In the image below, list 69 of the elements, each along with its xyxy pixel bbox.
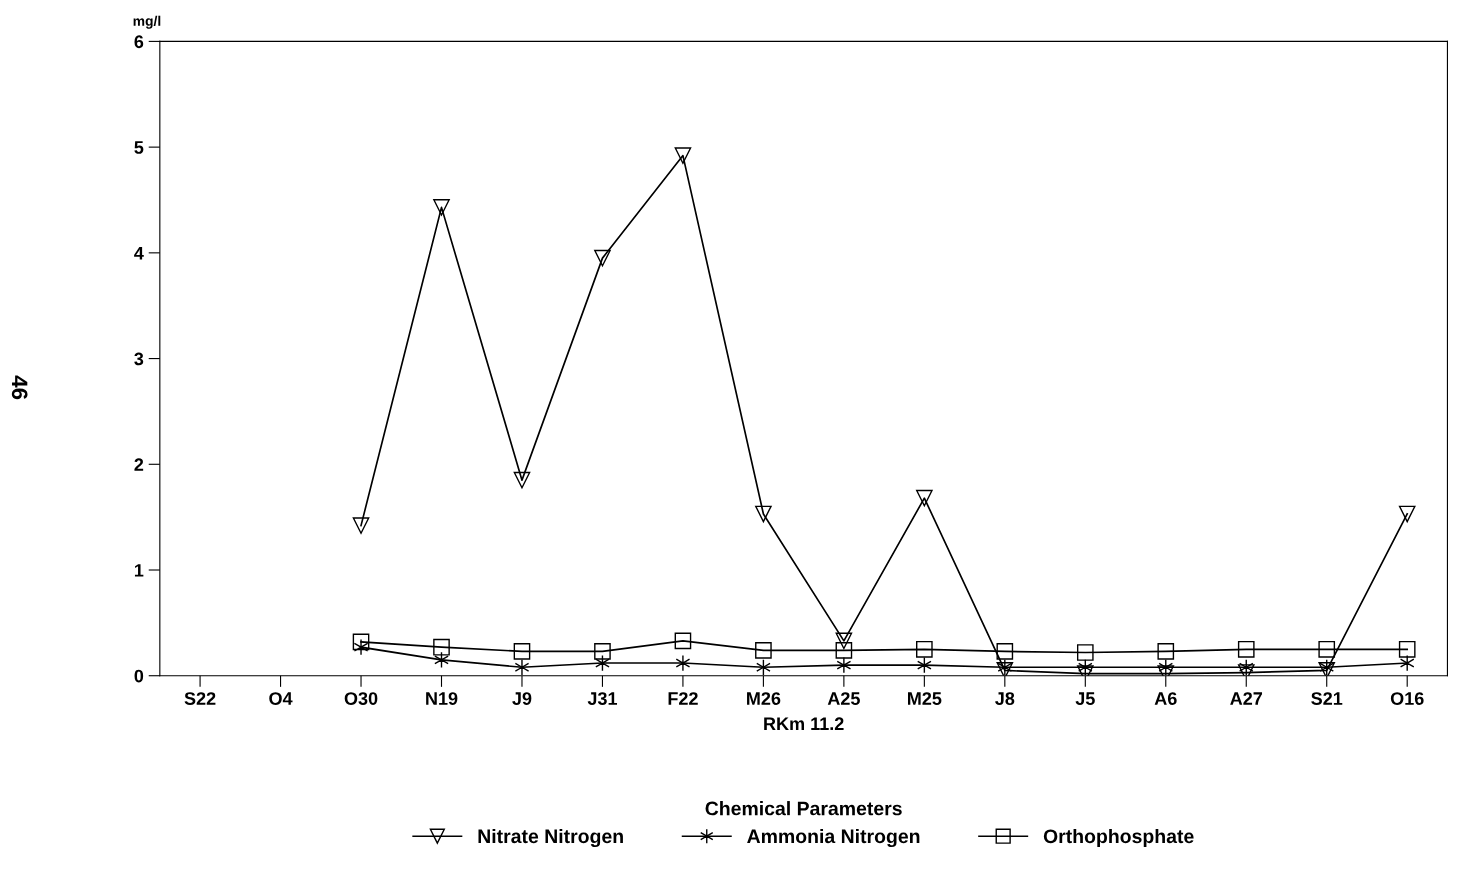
point [916, 489, 933, 507]
point [353, 638, 369, 656]
point [1399, 654, 1415, 672]
point [1398, 640, 1416, 658]
point [594, 643, 611, 660]
x-tick-label: S22 [184, 692, 216, 705]
x-tick-label: J31 [587, 692, 618, 705]
x-tick-label: J5 [1075, 692, 1095, 705]
point [675, 654, 691, 672]
x-tick-label: F22 [668, 692, 698, 705]
x-tick-label: O16 [1390, 692, 1424, 705]
point [1238, 658, 1254, 676]
point [1237, 640, 1255, 658]
y-tick-label: 3 [134, 352, 144, 366]
text: 46 [11, 375, 28, 400]
point [755, 505, 772, 523]
point [352, 517, 370, 534]
point [836, 656, 852, 674]
point [1398, 505, 1416, 523]
point [1318, 640, 1336, 658]
x-tick-label: A25 [827, 692, 860, 705]
legend-label: Ammonia Nitrogen [747, 828, 920, 848]
point [514, 658, 530, 676]
point [1318, 662, 1336, 676]
point [997, 658, 1013, 676]
point [1157, 643, 1175, 660]
point [434, 651, 449, 669]
x-axis-title: RKm 11.2 [764, 717, 844, 730]
point [835, 632, 853, 650]
point [1076, 644, 1094, 661]
y-tick-label: 2 [134, 458, 144, 471]
point [513, 643, 531, 660]
point [433, 638, 450, 656]
y-tick-label: 4 [134, 246, 144, 260]
point [756, 658, 771, 676]
point [996, 662, 1014, 676]
point [1158, 658, 1174, 676]
y-tick-label: 1 [134, 564, 144, 577]
x-tick-label: S21 [1311, 692, 1343, 705]
point [755, 642, 772, 659]
x-tick-label: O30 [344, 692, 378, 705]
legend-label: Orthophosphate [1043, 828, 1194, 848]
point [594, 249, 611, 267]
point [513, 471, 531, 489]
point [674, 632, 692, 650]
point [916, 640, 933, 658]
point [595, 654, 610, 672]
point [1319, 658, 1335, 676]
x-tick-label: A6 [1154, 692, 1177, 705]
legend-label: Nitrate Nitrogen [478, 828, 623, 848]
y-tick-label: 5 [134, 141, 144, 154]
x-tick-label: O4 [269, 692, 293, 705]
legend-title: Chemical Parameters [705, 801, 902, 816]
y-axis-title: mg/l [133, 15, 161, 29]
x-tick-label: J8 [995, 692, 1015, 705]
point [433, 199, 450, 216]
point [1077, 658, 1093, 676]
y-tick-label: 0 [134, 669, 144, 683]
point [917, 656, 932, 674]
x-tick-label: J9 [512, 692, 532, 705]
x-tick-label: M25 [908, 692, 942, 705]
x-tick-label: A27 [1230, 692, 1263, 705]
point [352, 633, 370, 651]
x-tick-label: N19 [426, 692, 458, 705]
point [835, 642, 853, 659]
y-tick-label: 6 [134, 35, 144, 49]
point [996, 643, 1014, 660]
point [674, 147, 692, 164]
x-tick-label: M26 [747, 692, 781, 705]
